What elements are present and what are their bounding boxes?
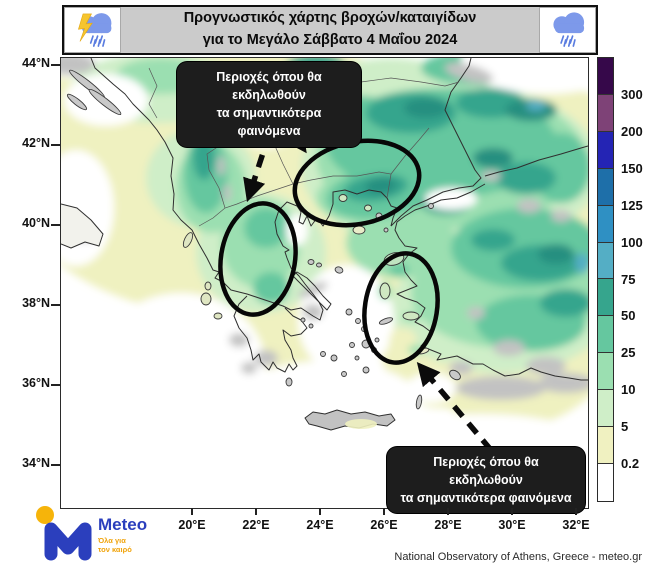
colorbar-label: 50 (621, 308, 636, 324)
rain-cloud-icon-svg (552, 12, 584, 47)
highlight-ellipse-west-greece (218, 201, 298, 317)
colorbar-segment (598, 390, 613, 428)
colorbar-label: 150 (621, 160, 643, 176)
meteo-logo-svg: Meteo Όλα για τον καιρό (36, 506, 147, 561)
colorbar-label: 5 (621, 419, 629, 435)
lon-tick-mark (511, 508, 513, 515)
lat-tick-label: 44°N (22, 56, 50, 70)
lon-tick-label: 26°E (370, 518, 398, 532)
lon-tick-mark (191, 508, 193, 515)
title-line-2: για το Μεγάλο Σάββατο 4 Μαΐου 2024 (202, 32, 458, 48)
logo-sun-dot (36, 506, 54, 524)
meteo-logo: Meteo Όλα για τον καιρό (34, 502, 174, 566)
annotation-top-line-1: Περιοχές όπου θα εκδηλωθούν (216, 70, 322, 103)
lon-tick-label: 28°E (434, 518, 462, 532)
lat-tick-mark (51, 384, 60, 386)
lon-tick-mark (383, 508, 385, 515)
lon-tick-mark (319, 508, 321, 515)
colorbar-label: 25 (621, 345, 636, 361)
lon-tick-mark (255, 508, 257, 515)
lat-tick-mark (51, 464, 60, 466)
lat-tick-mark (51, 304, 60, 306)
colorbar-segment (598, 316, 613, 354)
colorbar-segment (598, 58, 613, 95)
lat-tick-label: 38°N (22, 296, 50, 310)
logo-tagline-2: τον καιρό (98, 545, 132, 554)
colorbar-segment (598, 279, 613, 317)
lon-tick-label: 20°E (178, 518, 206, 532)
colorbar-label: 0.2 (621, 456, 640, 472)
rain-cloud-icon (539, 7, 596, 53)
islands (66, 69, 461, 410)
colorbar-label: 200 (621, 123, 643, 139)
title-bar: Προγνωστικός χάρτης βροχών/καταιγίδων γι… (62, 5, 598, 55)
coastlines (61, 58, 588, 431)
colorbar-segment (598, 131, 613, 169)
lat-tick-label: 34°N (22, 456, 50, 470)
annotation-top-line-2: τα σημαντικότερα φαινόμενα (216, 106, 322, 139)
logo-brand-text: Meteo (98, 515, 147, 534)
lat-tick-label: 42°N (22, 136, 50, 150)
thunderstorm-rain-icon-svg (77, 13, 111, 47)
colorbar-segment (598, 353, 613, 391)
annotation-bottom-line-1: Περιοχές όπου θα εκδηλωθούν (433, 455, 539, 488)
colorbar-label: 125 (621, 197, 643, 213)
colorbar-segment (598, 94, 613, 132)
lon-tick-label: 24°E (306, 518, 334, 532)
logo-tagline-1: Όλα για (97, 536, 126, 545)
lon-tick-mark (447, 508, 449, 515)
colorbar-label: 75 (621, 271, 636, 287)
colorbar-label: 10 (621, 382, 636, 398)
thunderstorm-rain-icon (64, 7, 121, 53)
title-line-1: Προγνωστικός χάρτης βροχών/καταιγίδων (183, 10, 477, 27)
highlight-ellipse-east-aegean (362, 251, 440, 365)
arrow-to-west-greece (243, 112, 279, 203)
colorbar-label: 300 (621, 86, 643, 102)
lat-tick-mark (51, 224, 60, 226)
logo-m-glyph (44, 522, 92, 561)
lon-tick-mark (575, 508, 577, 515)
colorbar-segment (598, 463, 613, 501)
page-title: Προγνωστικός χάρτης βροχών/καταιγίδων γι… (121, 7, 539, 53)
annotation-bottom-line-2: τα σημαντικότερα φαινόμενα (400, 491, 572, 506)
lon-tick-label: 30°E (498, 518, 526, 532)
colorbar-label: 100 (621, 234, 643, 250)
lat-tick-mark (51, 144, 60, 146)
colorbar-segment (598, 242, 613, 280)
precipitation-colorbar (597, 57, 614, 502)
lat-tick-label: 40°N (22, 216, 50, 230)
attribution-text: National Observatory of Athens, Greece -… (394, 551, 642, 563)
arrow-to-east-aegean (416, 362, 494, 452)
lon-tick-label: 22°E (242, 518, 270, 532)
lat-tick-label: 36°N (22, 376, 50, 390)
annotation-box-bottom: Περιοχές όπου θα εκδηλωθούν τα σημαντικό… (387, 447, 585, 514)
lat-tick-mark (51, 64, 60, 66)
colorbar-segment (598, 168, 613, 206)
colorbar-segment (598, 427, 613, 464)
annotation-box-top: Περιοχές όπου θα εκδηλωθούν τα σημαντικό… (177, 62, 361, 147)
colorbar-segment (598, 205, 613, 243)
lon-tick-label: 32°E (562, 518, 590, 532)
map-canvas (61, 58, 588, 508)
